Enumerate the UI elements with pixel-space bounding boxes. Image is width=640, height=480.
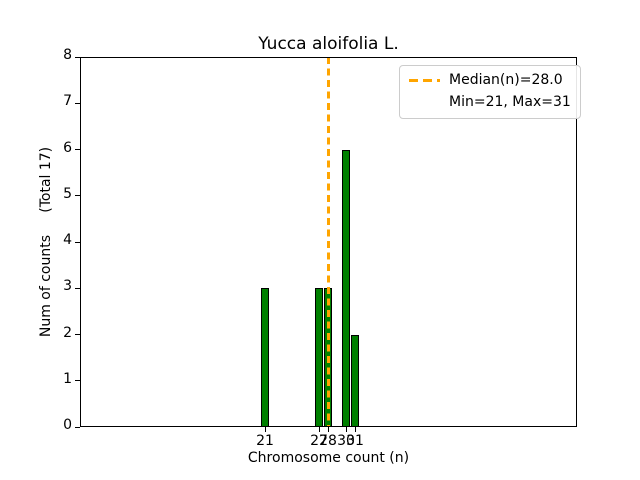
x-tick-label-28: 28 [319, 433, 337, 449]
x-axis-label: Chromosome count (n) [247, 450, 410, 466]
x-tick-label-30: 30 [337, 433, 355, 449]
x-tick-label-21: 21 [256, 433, 274, 449]
legend-label-minmax: Min=21, Max=31 [449, 93, 571, 110]
y-tick-0 [75, 426, 80, 428]
x-tick-27 [318, 427, 320, 432]
y-tick-label-5: 5 [63, 185, 72, 202]
legend-empty-swatch [409, 101, 440, 104]
x-tick-31 [354, 427, 356, 432]
chart-title: Yucca aloifolia L. [258, 34, 399, 54]
y-tick-label-0: 0 [63, 417, 72, 433]
bar-21 [260, 288, 270, 427]
legend-label-median: Median(n)=28.0 [449, 72, 563, 88]
y-tick-4 [75, 241, 80, 243]
bar-27 [314, 288, 324, 427]
x-tick-label-27: 27 [310, 433, 328, 449]
y-tick-5 [75, 195, 80, 197]
legend-entry-minmax: Min=21, Max=31 [409, 94, 571, 112]
x-tick-label-31: 31 [346, 433, 364, 449]
y-tick-8 [75, 56, 80, 58]
y-tick-2 [75, 334, 80, 335]
y-tick-label-4: 4 [63, 232, 72, 248]
median-dashed-line-swatch [409, 79, 440, 83]
y-tick-7 [75, 102, 80, 104]
y-tick-label-7: 7 [63, 93, 72, 110]
y-tick-6 [75, 149, 80, 150]
x-tick-30 [345, 427, 347, 432]
x-tick-28 [327, 427, 329, 432]
legend-entry-median: Median(n)=28.0 [409, 72, 571, 90]
y-tick-label-8: 8 [63, 47, 72, 63]
y-tick-label-3: 3 [63, 278, 72, 295]
y-tick-label-1: 1 [63, 370, 72, 387]
y-tick-1 [75, 380, 80, 382]
y-tick-3 [75, 287, 80, 289]
y-axis-label: Num of counts (Total 17) [38, 146, 54, 338]
median-line [326, 57, 330, 427]
bar-31 [350, 334, 360, 427]
y-tick-label-6: 6 [63, 139, 72, 156]
x-tick-21 [264, 427, 266, 432]
bar-30 [341, 149, 351, 427]
y-tick-label-2: 2 [63, 324, 72, 341]
legend: Median(n)=28.0 Min=21, Max=31 [399, 65, 581, 119]
